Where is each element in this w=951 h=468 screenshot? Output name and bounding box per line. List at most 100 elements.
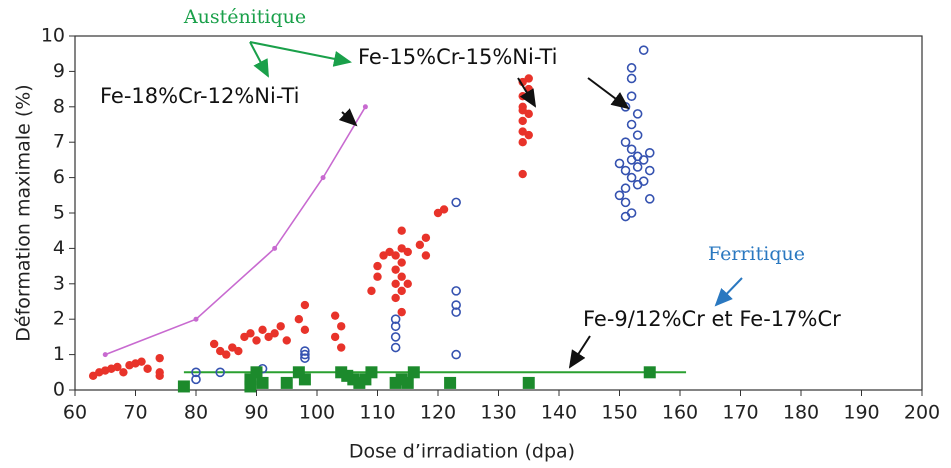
point (222, 350, 231, 359)
annotation: Fe-9/12%Cr et Fe-17%Cr (583, 307, 841, 331)
point (643, 366, 656, 379)
point (626, 119, 637, 130)
point (403, 279, 412, 288)
point (137, 357, 146, 366)
y-tick-label: 2 (53, 308, 65, 330)
point (330, 332, 340, 342)
point (240, 332, 249, 342)
point (620, 137, 631, 147)
y-tick-label: 3 (53, 272, 65, 294)
point (113, 362, 122, 372)
series-line (104, 106, 367, 356)
point (620, 211, 631, 222)
point (620, 197, 631, 208)
point (209, 339, 219, 349)
x-axis-label: Dose d’irradiation (dpa) (349, 441, 575, 463)
x-tick-label: 180 (783, 402, 819, 424)
point (421, 251, 431, 260)
point (644, 165, 655, 176)
point (264, 332, 273, 342)
point (88, 371, 98, 381)
y-tick-label: 6 (53, 166, 65, 188)
point (407, 366, 420, 379)
point (216, 346, 225, 356)
point (614, 158, 625, 169)
point (191, 367, 201, 378)
point (451, 349, 461, 360)
point (252, 336, 261, 345)
point (391, 265, 400, 274)
point (270, 329, 279, 338)
point (280, 376, 293, 389)
point (294, 315, 304, 324)
arrow (249, 41, 352, 67)
point (524, 74, 533, 83)
annotation: Fe-15%Cr-15%Ni-Ti (358, 45, 558, 69)
x-tick-label: 100 (299, 402, 335, 424)
point (397, 272, 406, 281)
x-tick-label: 130 (480, 402, 516, 424)
x-tick-label: 190 (843, 402, 879, 424)
point (632, 109, 643, 119)
annotation: Fe-18%Cr-12%Ni-Ti (100, 84, 300, 108)
point (524, 130, 533, 140)
point (250, 366, 263, 379)
point (155, 353, 164, 363)
point (451, 307, 461, 317)
point (177, 380, 190, 393)
point (276, 322, 285, 331)
arrow (714, 277, 743, 307)
y-tick-label: 7 (53, 131, 65, 153)
point (518, 127, 527, 136)
x-tick-label: 110 (359, 402, 395, 424)
point (337, 343, 346, 352)
point (626, 172, 637, 183)
point (451, 286, 461, 296)
point (272, 245, 278, 251)
point (282, 336, 291, 345)
point (626, 63, 637, 73)
point (390, 332, 401, 342)
y-tick-label: 1 (53, 343, 65, 365)
point (193, 316, 199, 322)
point (403, 247, 412, 257)
x-tick-label: 200 (904, 402, 940, 424)
point (626, 144, 637, 155)
point (300, 325, 310, 335)
y-tick-label: 5 (53, 202, 65, 224)
arrow (517, 77, 537, 108)
point (390, 342, 401, 353)
annotation: Austénitique (183, 6, 306, 28)
arrow (568, 335, 591, 369)
point (518, 169, 527, 179)
point (300, 300, 310, 310)
point (522, 376, 535, 389)
point (320, 175, 326, 181)
x-tick-label: 80 (184, 402, 208, 424)
point (620, 165, 631, 176)
point (385, 247, 394, 257)
point (155, 371, 164, 381)
point (632, 162, 643, 172)
x-tick-label: 160 (662, 402, 698, 424)
point (373, 261, 382, 271)
point (330, 311, 340, 320)
point (397, 286, 406, 296)
point (397, 258, 406, 267)
x-tick-label: 140 (541, 402, 577, 424)
y-tick-label: 4 (53, 237, 65, 259)
point (518, 106, 527, 115)
point (373, 272, 382, 281)
point (439, 205, 449, 214)
point (397, 244, 406, 253)
y-tick-label: 10 (41, 25, 65, 47)
point (244, 380, 257, 393)
y-tick-label: 8 (53, 95, 65, 117)
point (401, 376, 414, 389)
point (365, 366, 378, 379)
point (638, 176, 649, 186)
point (300, 353, 310, 363)
point (626, 73, 637, 84)
point (102, 352, 108, 358)
